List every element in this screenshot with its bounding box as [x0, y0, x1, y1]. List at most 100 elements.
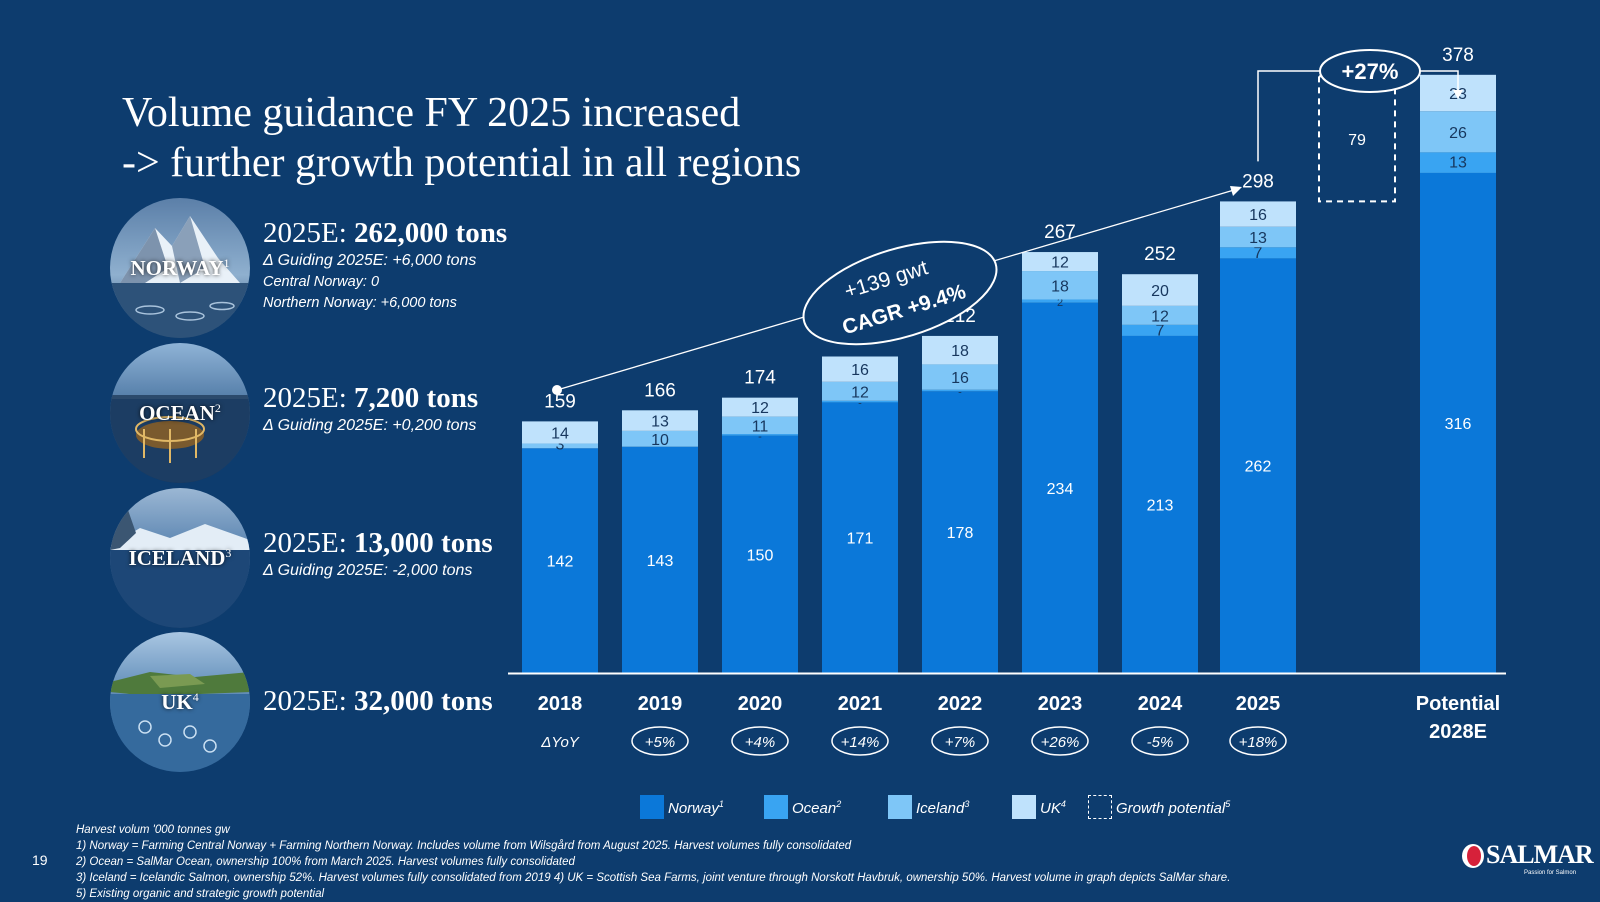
label-ocean-2023: 2 [1057, 297, 1063, 309]
legend-label-growth: Growth potential5 [1116, 799, 1231, 817]
ocean-guiding: Δ Guiding 2025E: +0,200 tons [263, 417, 477, 434]
growth-bracket-arrow-head [1453, 90, 1463, 99]
label-iceland-2021: 12 [851, 384, 869, 401]
region-norway: NORWAY1 2025E: 262,000 tons Δ Guiding 20… [110, 198, 540, 338]
yoy-oval-2021 [831, 726, 889, 756]
bar-ocean-potential-2028e [1420, 152, 1496, 173]
bar-uk-2019 [622, 410, 698, 431]
yoy-oval-2024 [1131, 726, 1189, 756]
label-norway-2023: 234 [1047, 481, 1074, 498]
bar-norway-2018 [522, 448, 598, 673]
label-uk-2018: 14 [551, 425, 569, 442]
category-potential-2028e: Potential 2028E [1416, 693, 1500, 743]
yoy-value-2019: +5% [645, 734, 675, 751]
label-norway-potential-2028e: 316 [1445, 416, 1472, 433]
bar-iceland-2018 [522, 443, 598, 449]
iceland-guiding: Δ Guiding 2025E: -2,000 tons [263, 562, 473, 579]
label-ocean-2025: 7 [1254, 245, 1263, 262]
label-ocean-2020: - [758, 431, 762, 443]
bar-uk-2018 [522, 421, 598, 444]
legend-swatch-iceland [888, 795, 912, 819]
legend-label-uk: UK4 [1040, 799, 1066, 817]
total-2023: 267 [1044, 222, 1076, 243]
label-iceland-2024: 12 [1151, 308, 1169, 325]
bar-iceland-2019 [622, 430, 698, 447]
bar-norway-2023 [1022, 302, 1098, 673]
footnote-3: 3) Iceland = Icelandic Salmon, ownership… [76, 872, 1231, 884]
label-uk-2021: 16 [851, 362, 869, 379]
yoy-oval-2022 [931, 726, 989, 756]
label-norway-2018: 142 [547, 554, 574, 571]
total-potential-2028e: 378 [1442, 45, 1474, 66]
yoy-value-2020: +4% [745, 734, 775, 751]
bar-norway-2019 [622, 446, 698, 673]
label-uk-2025: 16 [1249, 207, 1267, 224]
yoy-oval-2025 [1229, 726, 1287, 756]
legend-label-ocean: Ocean2 [792, 799, 842, 817]
bar-uk-2020 [722, 397, 798, 417]
cagr-arrow-head [1230, 186, 1242, 196]
logo-tagline: Passion for Salmon [1524, 870, 1577, 876]
label-norway-2024: 213 [1147, 497, 1174, 514]
norway-central: Central Norway: 0 [263, 274, 380, 290]
footnote-2: 2) Ocean = SalMar Ocean, ownership 100% … [76, 856, 575, 868]
bar-ocean-2023 [1022, 299, 1098, 303]
label-uk-2019: 13 [651, 414, 669, 431]
label-ocean-potential-2028e: 13 [1449, 155, 1467, 172]
label-iceland-2025: 13 [1249, 230, 1267, 247]
region-name-ocean: OCEAN2 [139, 401, 221, 425]
bar-iceland-2023 [1022, 271, 1098, 300]
yoy-oval-2019 [631, 726, 689, 756]
yoy-oval-2020 [731, 726, 789, 756]
total-2019: 166 [644, 380, 676, 401]
label-iceland-2019: 10 [651, 432, 669, 449]
total-2024: 252 [1144, 244, 1176, 265]
region-uk: UK4 2025E: 32,000 tons [110, 632, 540, 772]
category-2020: 2020 [738, 693, 783, 715]
label-iceland-2022: 16 [951, 370, 969, 387]
label-norway-2025: 262 [1245, 459, 1272, 476]
legend-label-iceland: Iceland3 [916, 799, 970, 817]
growth-percent: +27% [1342, 59, 1399, 84]
legend-swatch-uk [1012, 795, 1036, 819]
legend-swatch-growth [1088, 795, 1112, 819]
title-line-2: -> further growth potential in all regio… [122, 140, 802, 186]
bar-norway-2022 [922, 391, 998, 673]
bar-iceland-2022 [922, 364, 998, 390]
region-ocean: OCEAN2 2025E: 7,200 tons Δ Guiding 2025E… [110, 343, 540, 483]
label-iceland-2020: 11 [752, 418, 769, 435]
label-norway-2021: 171 [847, 531, 874, 548]
uk-volume: 2025E: 32,000 tons [263, 685, 493, 717]
logo-wordmark: SALMAR [1486, 840, 1594, 869]
category-2019: 2019 [638, 693, 683, 715]
legend-swatch-ocean [764, 795, 788, 819]
region-iceland: ICELAND3 2025E: 13,000 tons Δ Guiding 20… [110, 488, 540, 628]
yoy-value-2021: +14% [841, 734, 880, 751]
total-2025: 298 [1242, 171, 1274, 192]
bar-uk-2025 [1220, 201, 1296, 227]
bar-ocean-2025 [1220, 247, 1296, 259]
label-uk-2020: 12 [751, 400, 769, 417]
region-name-norway: NORWAY1 [130, 256, 230, 280]
category-2023: 2023 [1038, 693, 1083, 715]
legend-swatch-norway [640, 795, 664, 819]
total-2020: 174 [744, 368, 776, 389]
label-iceland-2023: 18 [1051, 278, 1069, 295]
category-2018: 2018 [538, 693, 583, 715]
page-title: Volume guidance FY 2025 increased -> fur… [122, 88, 922, 188]
category-2024: 2024 [1138, 693, 1183, 715]
bar-uk-2022 [922, 335, 998, 365]
label-iceland-potential-2028e: 26 [1449, 125, 1467, 142]
yoy-value-2023: +26% [1041, 734, 1080, 751]
bar-norway-2024 [1122, 335, 1198, 673]
bar-uk-2023 [1022, 252, 1098, 272]
label-ocean-2024: 7 [1156, 322, 1165, 339]
ocean-volume: 2025E: 7,200 tons [263, 382, 479, 414]
footnote-unit: Harvest volum '000 tonnes gw [76, 824, 230, 836]
bar-ocean-2024 [1122, 324, 1198, 336]
norway-volume: 2025E: 262,000 tons [263, 217, 508, 249]
bar-ocean-2020 [722, 434, 798, 436]
norway-northern: Northern Norway: +6,000 tons [263, 295, 457, 311]
yoy-oval-2023 [1031, 726, 1089, 756]
